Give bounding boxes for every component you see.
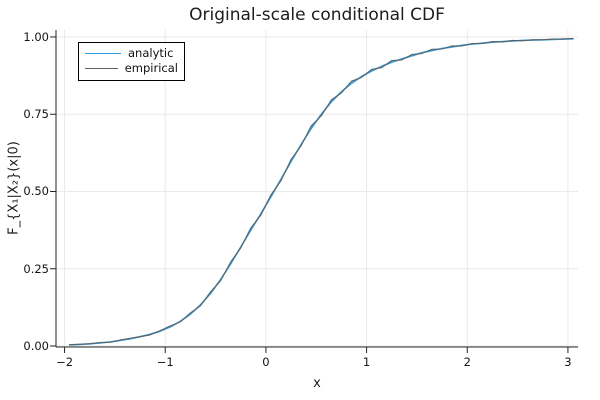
x-tick-label: 1: [362, 355, 371, 369]
x-tick-label: 0: [262, 355, 270, 369]
y-tick-label: 0.00: [23, 339, 49, 353]
x-tick-label: −2: [56, 355, 74, 369]
empirical-line-swatch: [85, 68, 118, 69]
x-axis-label: x: [313, 376, 321, 391]
chart-title: Original-scale conditional CDF: [189, 5, 445, 25]
y-tick-label: 0.50: [23, 184, 49, 199]
legend: analytic empirical: [78, 42, 185, 81]
y-tick-label: 1.00: [23, 29, 49, 44]
gridlines: [56, 30, 578, 347]
legend-item-analytic: analytic: [85, 46, 178, 61]
y-tick-label: 0.25: [23, 261, 49, 276]
x-tick-label: 3: [564, 355, 572, 369]
legend-label-analytic: analytic: [128, 46, 174, 60]
y-tick-label: 0.75: [23, 107, 49, 122]
analytic-line-swatch: [85, 53, 121, 54]
x-tick-label: −1: [156, 355, 174, 369]
x-tick-label: 2: [463, 355, 471, 369]
tick-marks: [50, 36, 569, 353]
series-empirical-line: [69, 37, 574, 346]
y-axis-label: F_{X₁|X₂}(x|0): [6, 141, 22, 235]
legend-item-empirical: empirical: [85, 61, 178, 76]
axes-spines: [55, 30, 578, 348]
legend-label-empirical: empirical: [124, 61, 178, 75]
